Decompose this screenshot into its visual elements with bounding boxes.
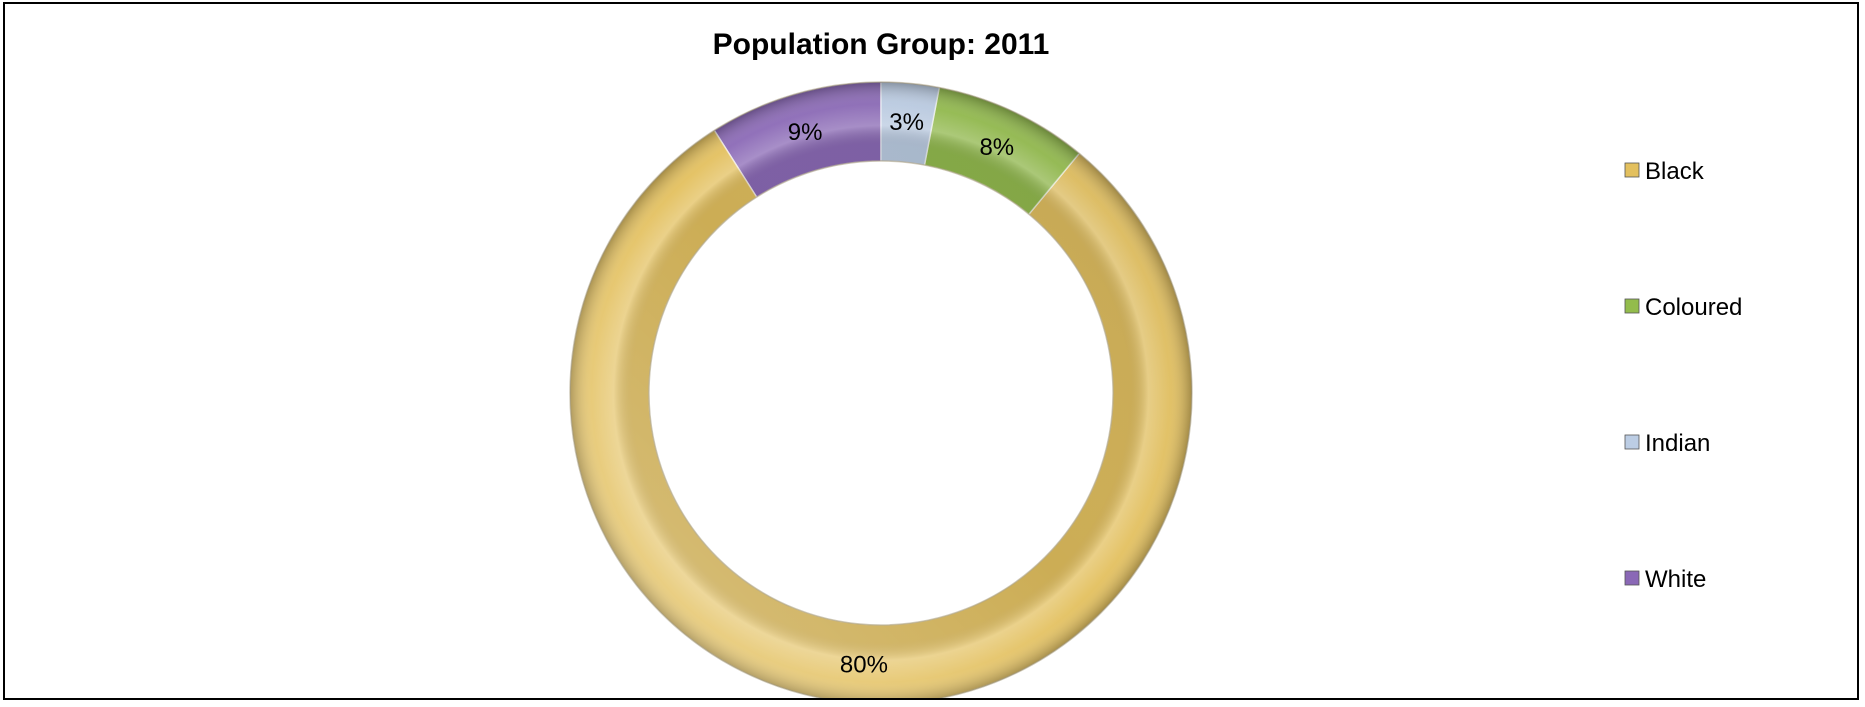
legend-swatch-coloured (1624, 298, 1640, 314)
chart-title: Population Group: 2011 (713, 28, 1050, 61)
legend-swatch-black (1624, 162, 1640, 178)
legend-label-black: Black (1645, 158, 1705, 185)
slice-label-coloured: 8% (979, 134, 1014, 161)
legend-item-indian: Indian (1624, 430, 1710, 457)
legend-item-black: Black (1624, 158, 1705, 185)
slice-label-black: 80% (840, 651, 888, 678)
doughnut-bevel (569, 81, 1193, 698)
light-sweep (570, 82, 1192, 698)
legend-item-coloured: Coloured (1624, 294, 1742, 321)
legend: Black Coloured Indian White (1624, 158, 1742, 593)
chart-frame: Population Group: 2011 9% 80% 8% 3% Black Co… (3, 2, 1859, 700)
slice-label-white: 9% (788, 119, 823, 146)
legend-label-white: White (1645, 566, 1706, 593)
legend-swatch-indian (1624, 434, 1640, 450)
doughnut-chart: Population Group: 2011 9% 80% 8% 3% Black Co… (569, 28, 1742, 698)
legend-swatch-white (1624, 570, 1640, 586)
legend-item-white: White (1624, 566, 1706, 593)
legend-label-coloured: Coloured (1645, 294, 1742, 321)
legend-label-indian: Indian (1645, 430, 1710, 457)
outer-edge (569, 81, 1193, 698)
inner-edge (648, 160, 1114, 626)
slice-label-indian: 3% (889, 109, 924, 136)
slice-labels: 9% 80% 8% 3% (788, 109, 1014, 678)
